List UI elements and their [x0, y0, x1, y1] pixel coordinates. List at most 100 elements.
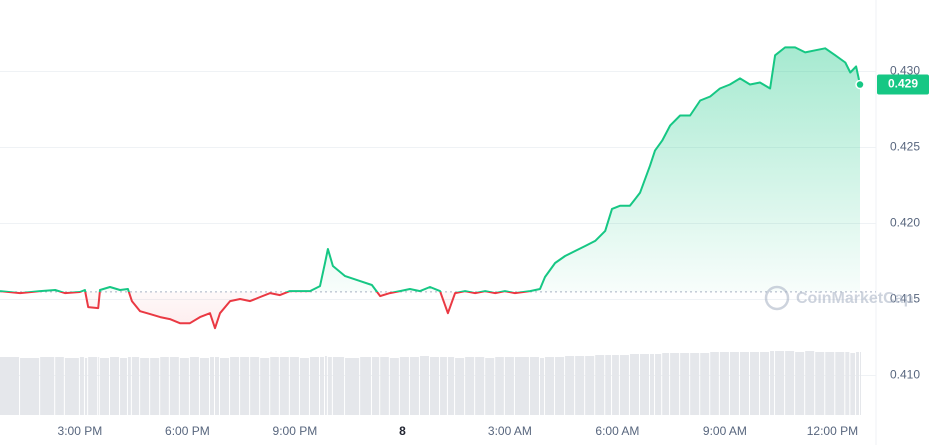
volume-bar [380, 357, 389, 415]
volume-bar [279, 357, 289, 415]
volume-bar [169, 357, 179, 415]
price-area [0, 47, 860, 329]
y-tick-label: 0.420 [890, 216, 920, 230]
volume-bar [475, 357, 485, 415]
volume-bar [825, 352, 835, 415]
volume-bar [250, 357, 260, 415]
volume-bar [88, 357, 98, 415]
volume-bar [565, 356, 575, 415]
volume-bar [150, 358, 160, 415]
volume-bar [189, 357, 199, 415]
volume-bar [447, 357, 455, 415]
volume-bar [795, 352, 805, 415]
volume-bar [585, 356, 595, 415]
x-tick-label: 9:00 AM [703, 424, 747, 438]
volume-bar [79, 357, 84, 415]
volume-bar [419, 356, 429, 415]
volume-bar [850, 353, 856, 415]
volume-bar [20, 358, 40, 415]
volume-bar [595, 355, 605, 415]
volume-bar [179, 358, 189, 415]
x-tick-label: 3:00 AM [488, 424, 532, 438]
volume-bar [749, 352, 760, 415]
volume-bar [815, 352, 825, 415]
volume-bar [440, 357, 447, 415]
volume-bar [309, 357, 319, 415]
volume-bar [327, 357, 332, 415]
volume-bar [690, 353, 700, 415]
volume-bar [325, 356, 327, 415]
volume-bar [299, 358, 309, 415]
volume-bar [98, 357, 100, 415]
x-tick-label: 12:00 PM [807, 424, 858, 438]
x-tick-label: 8 [399, 424, 406, 438]
volume-bar [662, 353, 670, 415]
volume-bar [856, 352, 859, 415]
volume-bar [110, 357, 120, 415]
volume-bar [805, 351, 815, 415]
volume-bar [860, 352, 861, 415]
volume-bar [409, 357, 419, 415]
volume-bar [240, 357, 250, 415]
volume-bar [319, 357, 325, 415]
volume-bar [545, 357, 555, 415]
volume-bar [345, 358, 360, 415]
volume-bar [680, 353, 690, 415]
x-tick-label: 3:00 PM [58, 424, 103, 438]
volume-bar [140, 358, 150, 415]
x-tick-label: 9:00 PM [273, 424, 318, 438]
volume-bar [389, 358, 399, 415]
volume-bar [770, 351, 775, 415]
volume-bar [612, 355, 619, 415]
volume-bar [0, 357, 20, 415]
volume-bar [629, 354, 639, 415]
volume-bar [99, 358, 110, 415]
volume-bar [485, 358, 495, 415]
volume-bar [209, 357, 214, 415]
price-badge [877, 74, 929, 95]
volume-bar [619, 355, 629, 415]
x-tick-label: 6:00 AM [595, 424, 639, 438]
y-tick-label: 0.415 [890, 292, 920, 306]
volume-bar [289, 357, 299, 415]
volume-bar [120, 358, 127, 415]
price-badge-label: 0.429 [888, 77, 918, 91]
volume-bar [835, 352, 845, 415]
volume-bar [220, 358, 230, 415]
volume-bar [775, 351, 785, 415]
volume-bar [270, 357, 279, 415]
volume-bar [399, 357, 409, 415]
y-tick-label: 0.425 [890, 140, 920, 154]
volume-bar [160, 357, 169, 415]
watermark: CoinMarketCap [764, 285, 914, 311]
volume-bar [84, 358, 88, 415]
volume-bar [55, 357, 64, 415]
volume-bar [650, 354, 655, 415]
volume-bar [785, 351, 795, 415]
volume-bar [729, 352, 739, 415]
volume-bar [131, 357, 140, 415]
volume-bar [540, 358, 545, 415]
watermark-logo [764, 285, 790, 311]
volume-bar [710, 352, 719, 415]
volume-bar [639, 354, 650, 415]
y-tick-label: 0.430 [890, 64, 920, 78]
volume-bar [230, 357, 240, 415]
volume-bar [360, 357, 371, 415]
volume-bar [719, 352, 729, 415]
volume-bar [371, 357, 380, 415]
price-line [0, 46, 861, 330]
volume-bar [670, 353, 680, 415]
volume-bar [845, 352, 850, 415]
volume-bar [495, 357, 504, 415]
volume-bar [465, 357, 475, 415]
volume-bar [514, 357, 529, 415]
volume-bar [199, 358, 209, 415]
volume-bar [555, 357, 565, 415]
volume-bar [605, 355, 612, 415]
volume-bar [332, 357, 345, 415]
volume-bar [260, 358, 270, 415]
volume-bar [504, 357, 514, 415]
